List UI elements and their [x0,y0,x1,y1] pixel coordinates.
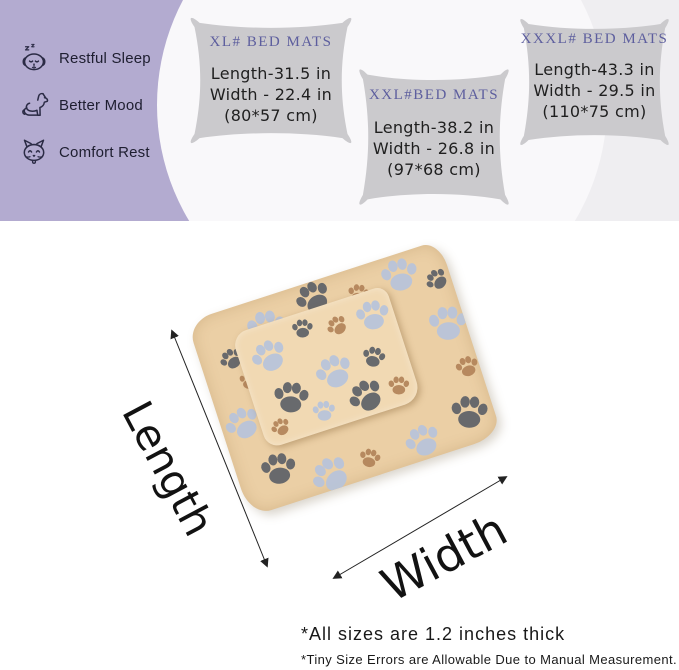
size-card-cm: (110*75 cm) [542,102,647,121]
feature-label: Comfort Rest [59,143,150,161]
feature-comfort-rest: Comfort Rest [18,136,150,168]
footnotes: *All sizes are 1.2 inches thick *Tiny Si… [301,624,677,667]
paw-print-icon [290,316,315,341]
feature-restful-sleep: Restful Sleep [18,42,151,74]
paw-print-icon [358,341,389,372]
paw-print-icon [387,374,411,398]
paw-print-icon [396,414,450,468]
size-card-xl: XL# BED MATS Length-31.5 in Width - 22.4… [186,13,356,148]
sitting-dog-icon [22,92,49,117]
size-card-width: Width - 26.8 in [372,139,496,158]
paw-print-icon [300,444,362,506]
paw-print-icon [320,309,354,343]
paw-print-icon [351,293,395,337]
paw-print-icon [356,444,384,472]
feature-label: Restful Sleep [59,49,151,67]
header-band: Restful Sleep Better Mood [0,0,679,221]
size-card-length: Length-43.3 in [534,60,655,79]
footnote-tolerance: *Tiny Size Errors are Allowable Due to M… [301,652,678,667]
size-card-width: Width - 22.4 in [209,85,333,104]
size-card-title: XL# BED MATS [209,34,333,50]
size-card-xxxl: XXXL# BED MATS Length-43.3 in Width - 29… [516,14,673,150]
paw-print-icon [242,329,297,384]
paw-print-icon [310,397,339,426]
size-card-cm: (80*57 cm) [224,106,318,125]
size-card-title: XXL#BED MATS [368,87,500,103]
paw-print-icon [425,300,471,346]
paw-print-icon [256,446,301,491]
paw-print-icon [419,261,456,298]
size-card-title: XXXL# BED MATS [520,31,669,47]
footnote-thickness: *All sizes are 1.2 inches thick [301,624,566,644]
size-card-length: Length-38.2 in [373,118,495,137]
size-card-xxl: XXL#BED MATS Length-38.2 in Width - 26.8… [355,64,513,210]
sleeping-dog-icon [22,43,46,71]
size-card-length: Length-31.5 in [210,64,332,83]
feature-label: Better Mood [59,96,143,114]
width-label: Width [372,501,516,613]
paw-print-icon [448,390,491,433]
size-card-width: Width - 29.5 in [533,81,656,100]
paw-print-icon [270,376,313,419]
pet-mat-photo [186,240,503,517]
cat-face-icon [23,139,45,164]
feature-better-mood: Better Mood [18,89,143,121]
paw-print-icon [451,350,484,383]
size-card-cm: (97*68 cm) [387,160,481,179]
